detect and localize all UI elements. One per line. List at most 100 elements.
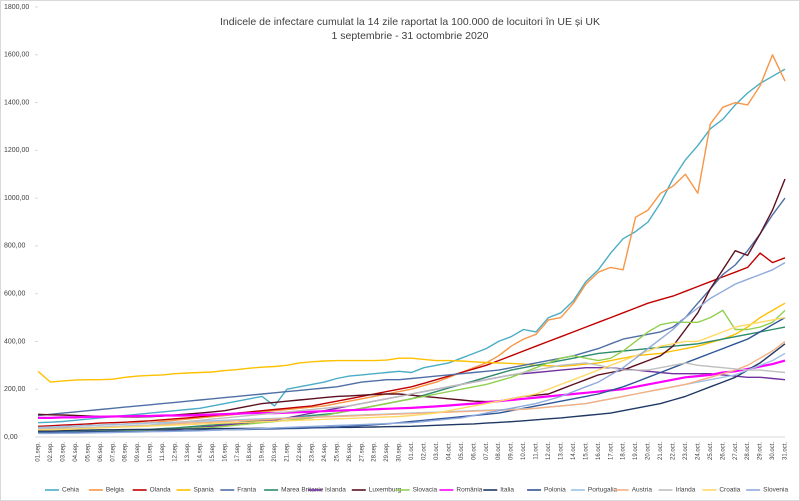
x-tick-label: 18.sep.	[247, 442, 253, 462]
x-tick-label: 31.oct.	[783, 442, 789, 460]
x-tick-label: 30.sep.	[397, 442, 403, 462]
legend-label: Irlanda	[676, 487, 696, 494]
x-tick-label: 10.oct.	[521, 442, 527, 460]
x-tick-label: 01.oct.	[409, 442, 415, 460]
x-tick-label: 25.oct.	[708, 442, 714, 460]
y-tick-label: 1800,00	[4, 4, 29, 11]
legend-label: Cehia	[62, 487, 79, 494]
x-tick-label: 28.sep.	[372, 442, 378, 462]
x-tick-label: 07.sep.	[110, 442, 116, 462]
legend-label: Austria	[632, 487, 653, 494]
legend-label: Slovacia	[413, 487, 438, 494]
x-tick-label: 16.oct.	[596, 442, 602, 460]
x-tick-label: 29.oct.	[758, 442, 764, 460]
legend-label: Portugalia	[588, 487, 618, 494]
x-tick-label: 10.sep.	[148, 442, 154, 462]
x-tick-label: 01.sep.	[36, 442, 42, 462]
x-tick-label: 12.sep.	[173, 442, 179, 462]
series-line	[37, 68, 786, 424]
x-tick-label: 24.oct.	[695, 442, 701, 460]
legend-label: Croatia	[719, 487, 740, 494]
series-line	[37, 343, 786, 432]
x-tick-label: 27.oct.	[733, 442, 739, 460]
x-tick-label: 24.sep.	[322, 442, 328, 462]
series-line	[37, 252, 786, 427]
x-tick-label: 23.sep.	[309, 442, 315, 462]
x-tick-label: 08.sep.	[123, 442, 129, 462]
series-line	[38, 359, 786, 419]
x-tick-label: 20.sep.	[272, 442, 278, 462]
legend-label: Slovenia	[763, 487, 788, 494]
x-tick-label: 09.sep.	[135, 442, 141, 462]
y-tick-label: 200,00	[4, 386, 26, 393]
x-tick-label: 06.oct.	[471, 442, 477, 460]
series-line	[38, 316, 786, 431]
y-tick-label: 1200,00	[4, 147, 29, 154]
y-tick-label: 1000,00	[4, 195, 29, 202]
x-tick-label: 04.sep.	[73, 442, 79, 462]
legend-label: Belgia	[106, 487, 124, 494]
series-line	[38, 54, 786, 429]
x-tick-label: 05.oct.	[459, 442, 465, 460]
x-tick-label: 19.sep.	[260, 442, 266, 462]
x-tick-label: 06.sep.	[98, 442, 104, 462]
x-tick-label: 12.oct.	[546, 442, 552, 460]
x-tick-label: 19.oct.	[633, 442, 639, 460]
x-tick-label: 11.sep.	[160, 442, 166, 462]
x-tick-label: 03.oct.	[434, 442, 440, 460]
x-tick-label: 20.oct.	[646, 442, 652, 460]
x-tick-label: 13.oct.	[558, 442, 564, 460]
x-tick-label: 02.oct.	[422, 442, 428, 460]
y-tick-label: 400,00	[4, 338, 26, 345]
series-line	[37, 362, 786, 430]
x-tick-label: 14.oct.	[571, 442, 577, 460]
x-tick-label: 15.oct.	[583, 442, 589, 460]
y-tick-label: 0,00	[4, 434, 18, 441]
y-tick-label: 1600,00	[4, 52, 29, 59]
legend-label: Olanda	[150, 487, 171, 494]
x-tick-label: 16.sep.	[222, 442, 228, 462]
legend-label: Marea Britanie	[281, 487, 324, 494]
x-tick-label: 08.oct.	[496, 442, 502, 460]
x-tick-label: 15.sep.	[210, 442, 216, 462]
x-tick-label: 02.sep.	[48, 442, 54, 462]
x-tick-label: 29.sep.	[384, 442, 390, 462]
legend-label: Franta	[237, 487, 256, 494]
x-tick-label: 11.oct.	[534, 442, 540, 460]
y-tick-label: 800,00	[4, 243, 26, 250]
x-tick-label: 04.oct.	[446, 442, 452, 460]
legend-label: Islanda	[325, 487, 346, 494]
x-tick-label: 27.sep.	[359, 442, 365, 462]
x-tick-label: 23.oct.	[683, 442, 689, 460]
series-line	[38, 261, 786, 435]
x-tick-label: 03.sep.	[60, 442, 66, 462]
series-line	[37, 197, 786, 417]
x-tick-label: 17.sep.	[235, 442, 241, 462]
legend-label: Luxemburg	[369, 487, 402, 494]
legend-label: Spania	[193, 487, 214, 494]
x-tick-label: 22.sep.	[297, 442, 303, 462]
x-tick-label: 05.sep.	[85, 442, 91, 462]
x-tick-label: 17.oct.	[608, 442, 614, 460]
legend-label: Polonia	[544, 487, 566, 494]
x-tick-label: 30.oct.	[770, 442, 776, 460]
legend-label: România	[456, 487, 482, 494]
y-tick-label: 600,00	[4, 291, 26, 298]
x-tick-label: 07.oct.	[484, 442, 490, 460]
x-tick-label: 26.oct.	[720, 442, 726, 460]
series-line	[37, 302, 786, 383]
x-tick-label: 18.oct.	[621, 442, 627, 460]
x-tick-label: 25.sep.	[334, 442, 340, 462]
x-tick-label: 13.sep.	[185, 442, 191, 462]
chart-subtitle: 1 septembrie - 31 octombrie 2020	[331, 30, 488, 42]
y-tick-label: 1400,00	[4, 99, 29, 106]
x-tick-label: 21.sep.	[285, 442, 291, 462]
x-tick-label: 22.oct.	[671, 442, 677, 460]
x-tick-label: 14.sep.	[197, 442, 203, 462]
chart-title: Indicele de infectare cumulat la 14 zile…	[220, 16, 600, 28]
x-tick-label: 09.oct.	[509, 442, 515, 460]
x-tick-label: 26.sep.	[347, 442, 353, 462]
x-tick-label: 28.oct.	[745, 442, 751, 460]
x-tick-label: 21.oct.	[658, 442, 664, 460]
